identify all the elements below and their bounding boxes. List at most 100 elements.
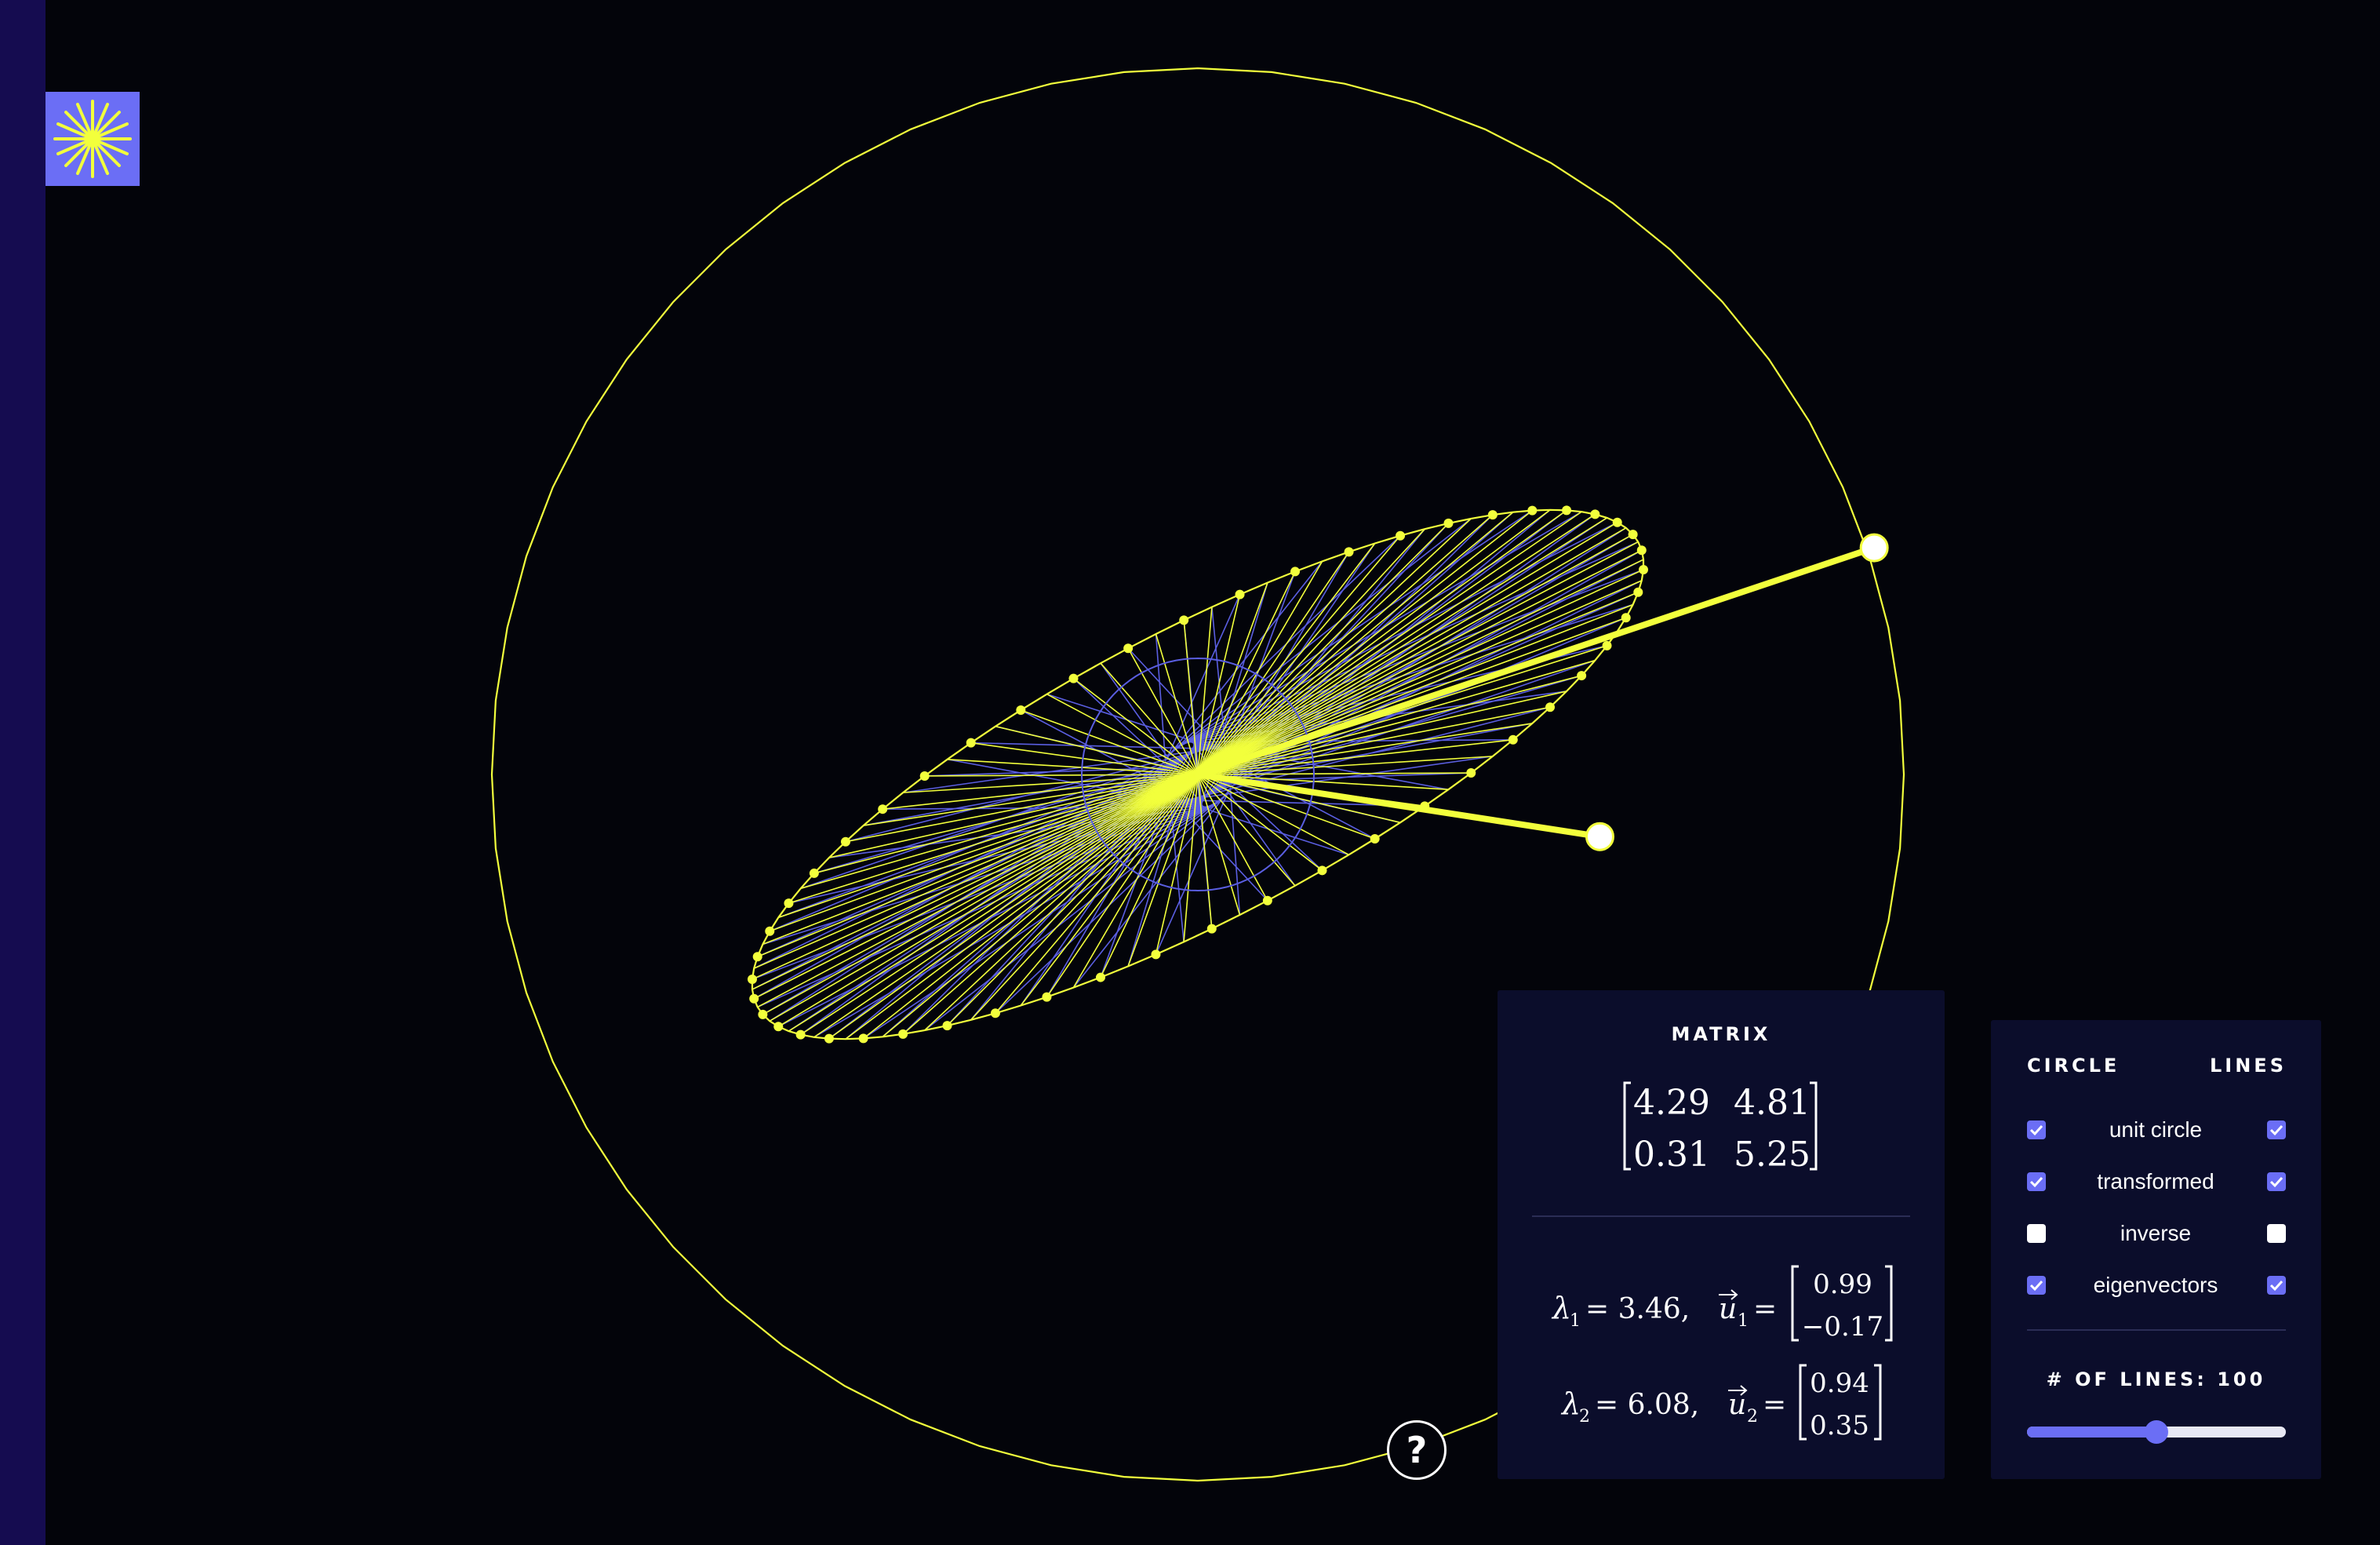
transformed-point — [1317, 865, 1327, 876]
transformed-line — [1046, 774, 1199, 998]
matrix-cell-a[interactable]: 4.29 — [1633, 1083, 1710, 1123]
unit-line — [1155, 789, 1230, 955]
transformed-line — [1197, 580, 1643, 775]
transformed-point — [1396, 530, 1406, 541]
lines-checkbox-unit-circle[interactable] — [2267, 1120, 2286, 1139]
transformed-line — [1197, 723, 1533, 775]
transformed-line — [1127, 647, 1199, 775]
transformed-line — [769, 774, 1199, 1022]
eigenvector-1 — [1195, 771, 1603, 840]
circle-checkbox-unit-circle[interactable] — [2027, 1120, 2046, 1139]
transformed-line — [753, 774, 1199, 1000]
matrix-cell-d[interactable]: 5.25 — [1734, 1135, 1810, 1175]
lines-checkbox-inverse[interactable] — [2267, 1224, 2286, 1243]
unit-line — [1155, 633, 1166, 762]
transformed-point — [1290, 567, 1301, 577]
transformed-point — [840, 836, 850, 847]
transformed-line — [1197, 511, 1582, 775]
transformed-point — [773, 1022, 784, 1032]
check-icon — [2029, 1176, 2043, 1188]
lambda-1-index: 1 — [1570, 1311, 1581, 1331]
matrix-cell-b[interactable]: 4.81 — [1734, 1083, 1810, 1123]
check-icon — [2029, 1280, 2043, 1292]
options-panel: CIRCLE LINES unit circle transformed inver… — [1991, 1020, 2321, 1479]
unit-line — [753, 742, 1214, 969]
transformed-line — [1197, 512, 1514, 775]
options-divider — [2027, 1329, 2286, 1331]
transformed-line — [1197, 774, 1323, 871]
transformed-line — [1197, 517, 1608, 775]
transformed-point — [1636, 545, 1647, 556]
transformed-line — [1197, 772, 1472, 775]
u2-left-bracket — [1799, 1364, 1807, 1441]
transformed-point — [990, 1008, 1000, 1018]
circle-checkbox-eigenvectors[interactable] — [2027, 1276, 2046, 1295]
transformed-line — [1197, 594, 1241, 775]
transformed-line — [1073, 678, 1199, 775]
lambda-1-value: = 3.46, — [1585, 1293, 1690, 1325]
eigenvector-handle-1[interactable] — [1585, 822, 1614, 851]
eigenvectors[interactable] — [1195, 533, 1889, 851]
transformed-line — [777, 774, 1199, 1027]
transformed-point — [1344, 547, 1354, 557]
slider-thumb[interactable] — [2145, 1420, 2168, 1444]
unit-line — [1167, 535, 1401, 756]
lines-checkbox-transformed[interactable] — [2267, 1172, 2286, 1191]
transformed-line — [757, 774, 1199, 1008]
transformed-line — [1197, 675, 1582, 775]
unit-line — [1166, 594, 1241, 760]
transformed-point — [1151, 949, 1161, 960]
matrix-cell-c[interactable]: 0.31 — [1633, 1135, 1710, 1175]
lambda-2-symbol: λ — [1560, 1386, 1581, 1421]
transformed-line — [1197, 559, 1644, 775]
logo-button[interactable] — [45, 92, 140, 186]
transformed-line — [1183, 774, 1199, 942]
transformed-line — [1197, 774, 1449, 791]
transformed-line — [1100, 662, 1199, 775]
transformed-point — [942, 1021, 952, 1031]
line-count-slider[interactable] — [2027, 1420, 2286, 1444]
sidebar — [0, 0, 45, 1545]
u2-right-bracket — [1874, 1364, 1882, 1441]
transformed-line — [1100, 774, 1199, 978]
transformed-line — [788, 774, 1199, 904]
transformed-line — [813, 774, 1199, 1038]
circle-checkbox-transformed[interactable] — [2027, 1172, 2046, 1191]
transformed-line — [1021, 709, 1199, 775]
transformed-point — [795, 1029, 806, 1040]
eigen-row-2: λ 2 = 6.08, u 2 = 0.94 0.35 — [1560, 1364, 1882, 1441]
transformed-line — [1197, 706, 1551, 775]
transformed-line — [751, 774, 1199, 990]
transformed-line — [769, 774, 1199, 932]
lines-checkbox-eigenvectors[interactable] — [2267, 1276, 2286, 1295]
transformed-line — [1197, 528, 1425, 775]
transformed-line — [863, 774, 1199, 1040]
transformed-line — [1197, 523, 1450, 775]
transformed-line — [757, 774, 1199, 957]
lambda-1-symbol: λ — [1551, 1291, 1571, 1325]
transformed-line — [1197, 560, 1323, 775]
transformed-point — [1443, 518, 1454, 528]
transformed-point — [1095, 972, 1105, 982]
matrix-left-bracket — [1623, 1081, 1631, 1171]
check-icon — [2029, 1124, 2043, 1136]
transformed-point — [1206, 924, 1217, 934]
eigenvector-handle-2[interactable] — [1859, 533, 1889, 563]
transformed-line — [1197, 774, 1241, 916]
matrix-display: 4.29 4.81 0.31 5.25 λ 1 = 3.46, u 1 = 0.… — [1532, 1081, 1910, 1441]
help-button[interactable]: ? — [1387, 1420, 1447, 1480]
circle-heading: CIRCLE — [2027, 1055, 2120, 1077]
transformed-line — [1197, 582, 1268, 775]
transformed-line — [1197, 756, 1493, 775]
unit-circle — [1080, 657, 1316, 892]
unit-line — [863, 796, 1225, 1040]
option-label-unit-circle: unit circle — [2109, 1117, 2203, 1142]
transformed-line — [1197, 774, 1213, 929]
u1-right-bracket — [1885, 1265, 1893, 1342]
transformed-line — [800, 774, 1199, 890]
transformed-line — [762, 774, 1199, 946]
transformed-line — [1197, 571, 1296, 775]
unit-line — [1232, 772, 1472, 782]
circle-checkbox-inverse[interactable] — [2027, 1224, 2046, 1243]
